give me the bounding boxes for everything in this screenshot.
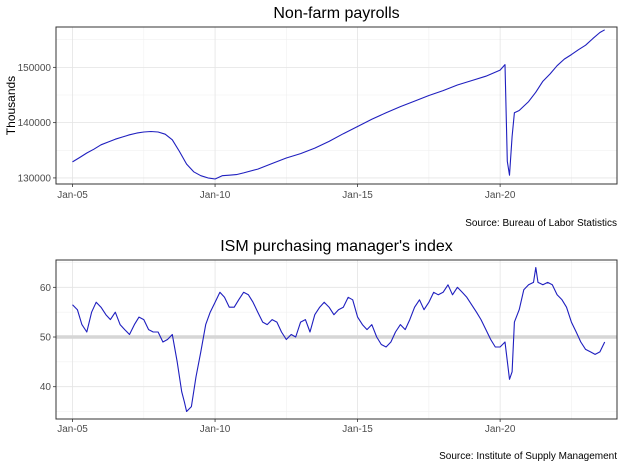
plot-background <box>56 260 617 419</box>
x-tick-label: Jan-15 <box>342 424 373 435</box>
source-caption: Source: Bureau of Labor Statistics <box>465 218 617 229</box>
x-tick-label: Jan-10 <box>200 190 231 201</box>
x-tick-label: Jan-20 <box>485 190 516 201</box>
y-tick-label: 50 <box>40 333 52 344</box>
x-tick-label: Jan-10 <box>200 424 231 435</box>
y-tick-label: 40 <box>40 382 52 393</box>
x-tick-label: Jan-05 <box>57 190 88 201</box>
chart-title: Non-farm payrolls <box>273 5 399 22</box>
chart-title: ISM purchasing manager's index <box>220 238 453 255</box>
chart-panel-1: Jan-05 Jan-10 Jan-15 Jan-20 130000 140000 1500… <box>4 5 618 229</box>
x-tick-label: Jan-05 <box>57 424 88 435</box>
series-line-1 <box>72 29 605 180</box>
series-line-1 <box>72 266 606 413</box>
y-axis-title: Thousands <box>4 76 18 135</box>
y-tick-label: 150000 <box>18 63 52 74</box>
x-tick-label: Jan-15 <box>342 190 373 201</box>
x-tick-label: Jan-20 <box>485 424 516 435</box>
plot-background <box>56 27 617 184</box>
y-tick-label: 130000 <box>18 173 52 184</box>
chart-panel-2: Jan-05 Jan-10 Jan-15 Jan-20 40 50 60 ISM purcha… <box>40 238 618 462</box>
y-tick-label: 60 <box>40 283 52 294</box>
source-caption: Source: Institute of Supply Management <box>439 451 617 462</box>
panel-border <box>55 259 618 420</box>
y-tick-label: 140000 <box>18 118 52 129</box>
panel-border <box>55 26 618 185</box>
